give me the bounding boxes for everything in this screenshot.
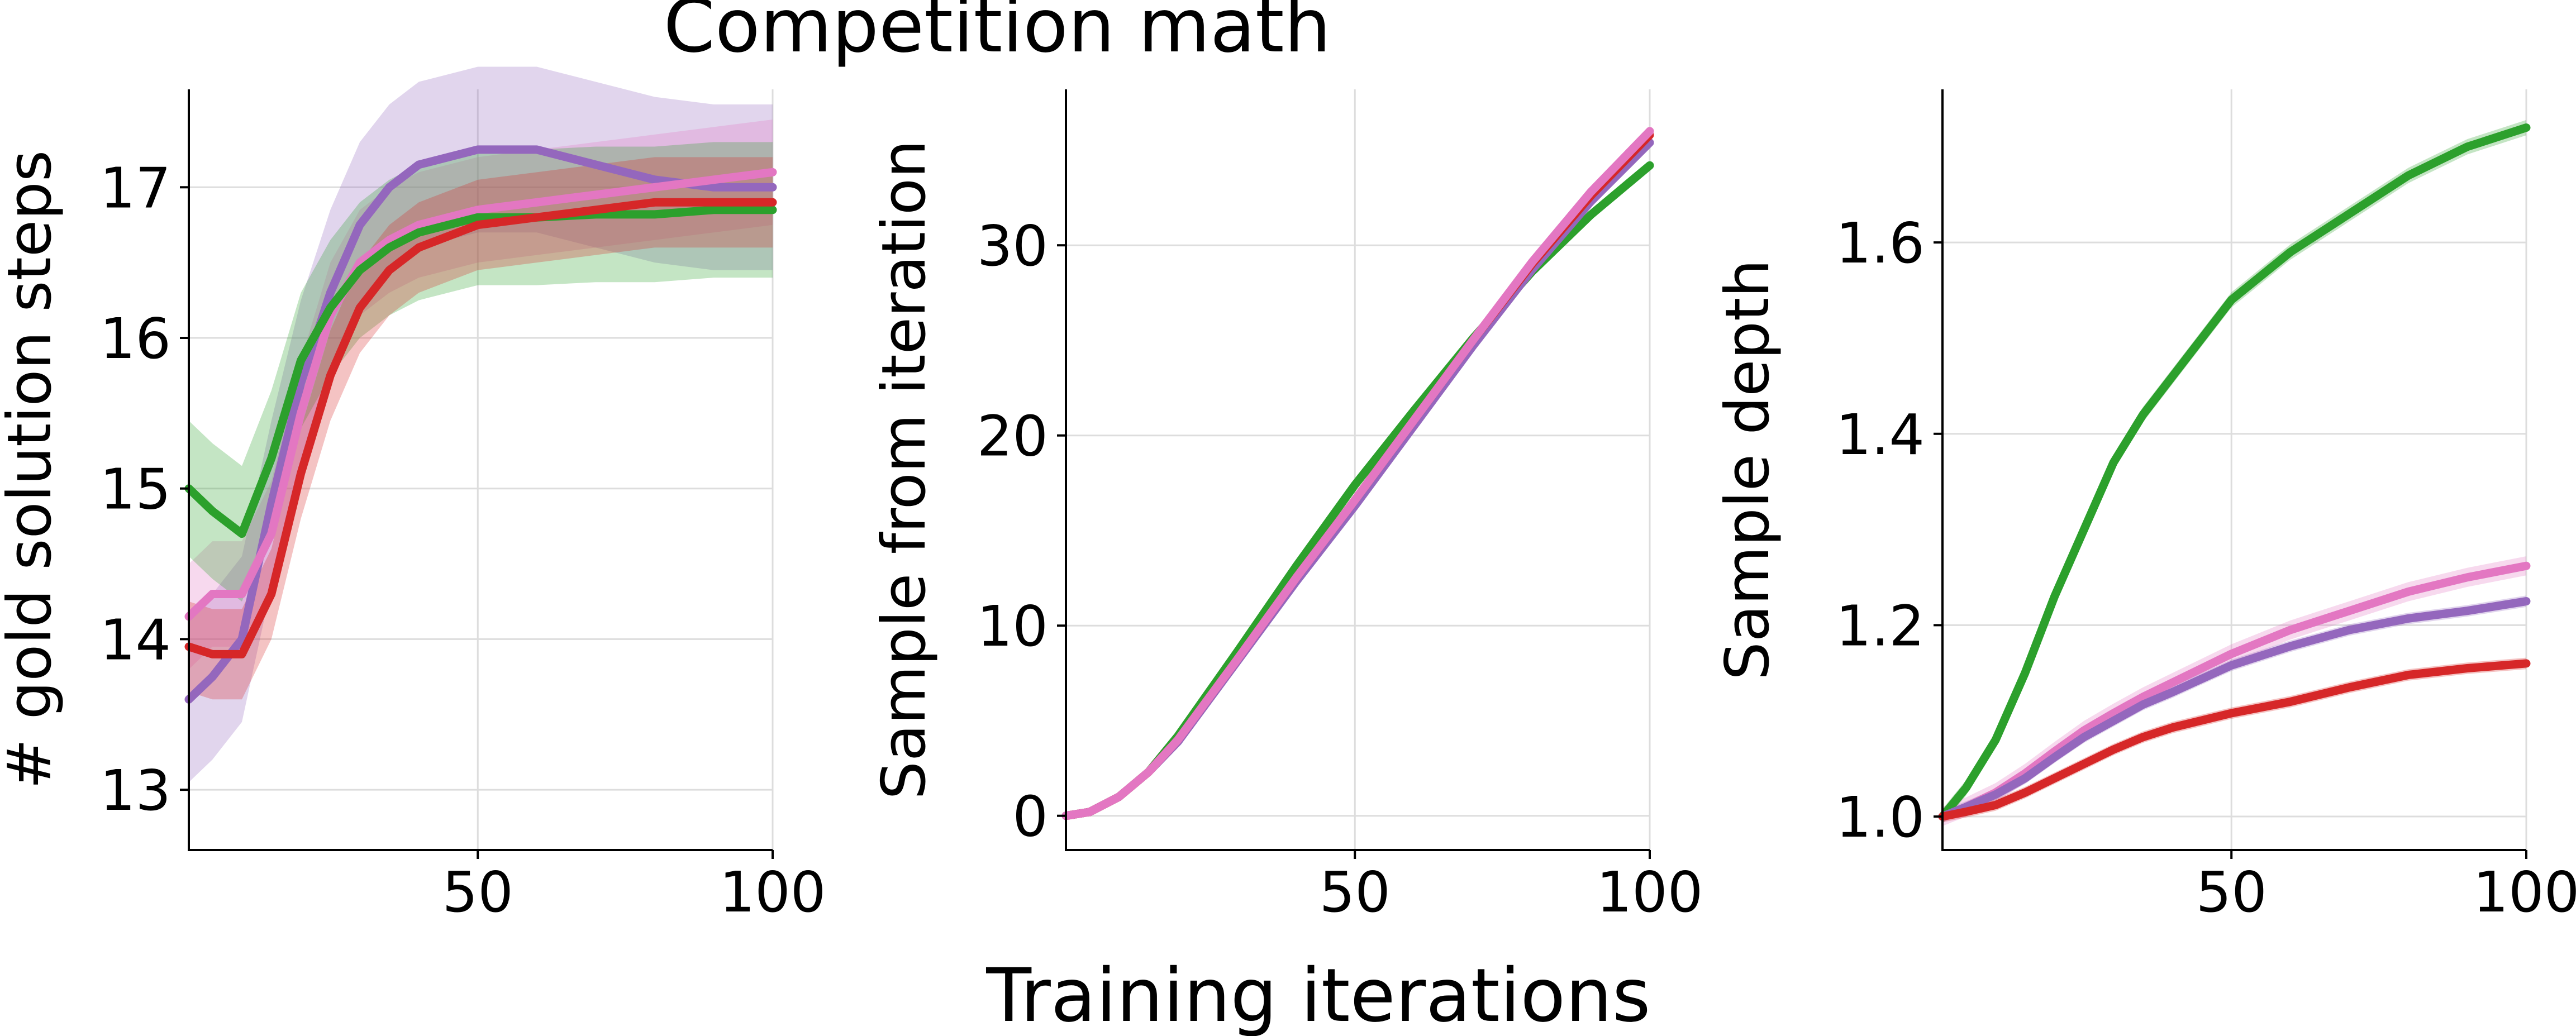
series-line-3 [1061,127,1654,820]
x-tick-label: 100 [720,860,826,925]
y-tick-label: 10 [977,594,1048,659]
series-line-1 [184,168,777,621]
y-tick-label: 20 [977,404,1048,469]
x-tick-label: 50 [442,860,513,925]
series-band-1 [189,119,773,670]
y-tick-label: 1.0 [1836,785,1925,850]
series-line-2 [1938,597,2531,821]
series-band-0 [1942,120,2526,824]
panel-gold-solution-steps: 50 100 13 14 15 16 17 # gold solution steps [0,66,826,925]
axis-spines [1941,89,2526,851]
y-tick-label: 1.6 [1836,211,1925,276]
series-line-0 [1938,123,2531,821]
series-band-3 [1942,657,2526,823]
figure-title: Competition math [664,0,1331,69]
x-tick-label: 100 [1597,860,1703,925]
series-line-0 [184,145,777,704]
y-tick-label: 0 [1012,784,1048,849]
panel-sample-from-iteration: 50 100 0 10 20 30 Sample from iteration [869,89,1703,925]
y-tick-label: 16 [100,306,171,371]
series-band-2 [189,142,773,601]
x-tick-label: 50 [2196,860,2267,925]
series-band-1 [1942,556,2526,827]
y-axis-label: Sample from iteration [869,140,939,799]
y-axis-label: # gold solution steps [0,150,65,789]
y-tick-label: 30 [977,213,1048,279]
axis-spines [1065,89,1650,851]
panel-sample-depth: 50 100 1.0 1.2 1.4 1.6 Sample depth [1713,89,2576,925]
y-tick-label: 15 [100,457,171,522]
series-line-3 [184,198,777,658]
figure-xlabel: Training iterations [985,953,1650,1036]
series-band-0 [189,66,773,782]
y-tick-label: 1.4 [1836,402,1925,467]
y-axis-label: Sample depth [1713,259,1783,680]
y-tick-label: 13 [100,758,171,823]
y-tick-label: 14 [100,607,171,672]
x-tick-label: 50 [1320,860,1391,925]
series-line-2 [184,206,777,538]
x-tick-label: 100 [2473,860,2576,925]
axis-spines [188,89,773,851]
y-tick-label: 17 [100,155,171,221]
y-tick-label: 1.2 [1836,593,1925,658]
series-line-3 [1938,659,2531,821]
